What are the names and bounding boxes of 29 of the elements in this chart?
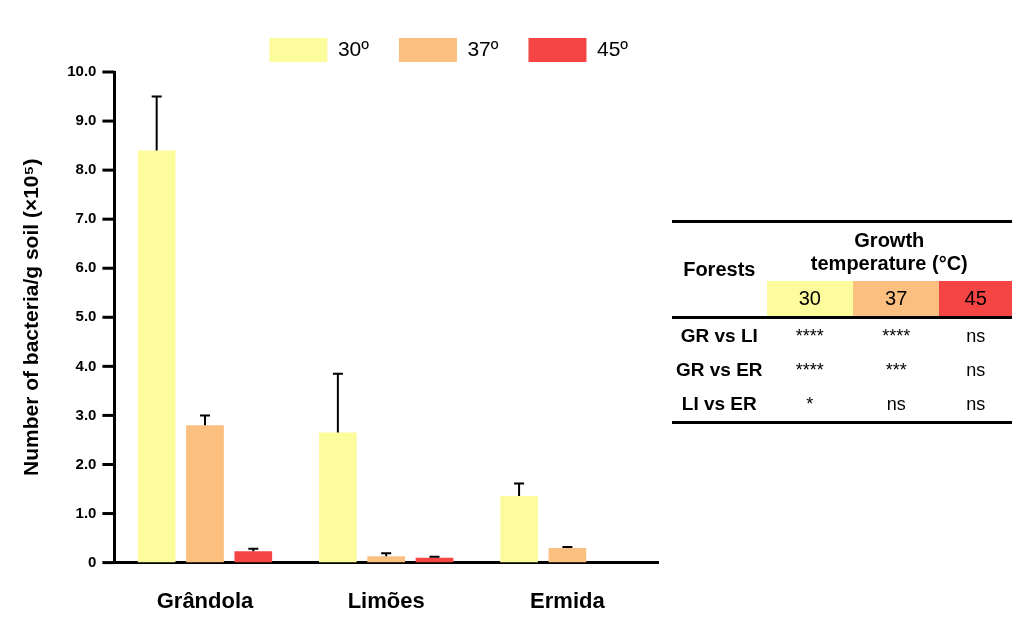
y-tick-label: 4.0 bbox=[75, 356, 97, 374]
bar bbox=[500, 495, 538, 563]
swatch-cell: 30 bbox=[766, 281, 853, 318]
bar bbox=[137, 150, 176, 563]
y-tick-label: 2.0 bbox=[75, 454, 97, 472]
x-tick-label: Limões bbox=[347, 587, 425, 613]
y-axis-title: Number of bacteria/g soil (×10⁵) bbox=[19, 158, 43, 476]
y-tick-label: 8.0 bbox=[75, 160, 97, 178]
y-tick-label: 9.0 bbox=[75, 111, 97, 129]
bar bbox=[548, 547, 587, 563]
y-tick-label: 1.0 bbox=[75, 503, 97, 521]
y-tick-label: 6.0 bbox=[75, 258, 97, 276]
swatch-cell: 45 bbox=[939, 281, 1012, 318]
y-tick-label: 0 bbox=[88, 552, 97, 570]
swatch-cell: 37 bbox=[853, 281, 940, 318]
bar bbox=[367, 556, 406, 563]
y-tick-label: 5.0 bbox=[75, 307, 97, 325]
legend-label: 37º bbox=[467, 36, 499, 60]
legend-label: 45º bbox=[596, 36, 629, 60]
x-tick-label: Ermida bbox=[530, 587, 606, 613]
y-tick-label: 7.0 bbox=[75, 209, 97, 227]
bar bbox=[186, 425, 224, 563]
bar bbox=[319, 432, 357, 563]
x-tick-label: Grândola bbox=[156, 587, 255, 613]
bar bbox=[234, 551, 273, 563]
y-tick-label: 10.0 bbox=[67, 62, 97, 80]
significance-table: Forests Growth temperature (°C) 30 37 45 GR vs LI **** **** ns GR vs ER **** *** ns LI vs ER * ns ns bbox=[672, 220, 1012, 424]
y-tick-label: 3.0 bbox=[75, 405, 97, 423]
legend-label: 30º bbox=[337, 36, 370, 60]
